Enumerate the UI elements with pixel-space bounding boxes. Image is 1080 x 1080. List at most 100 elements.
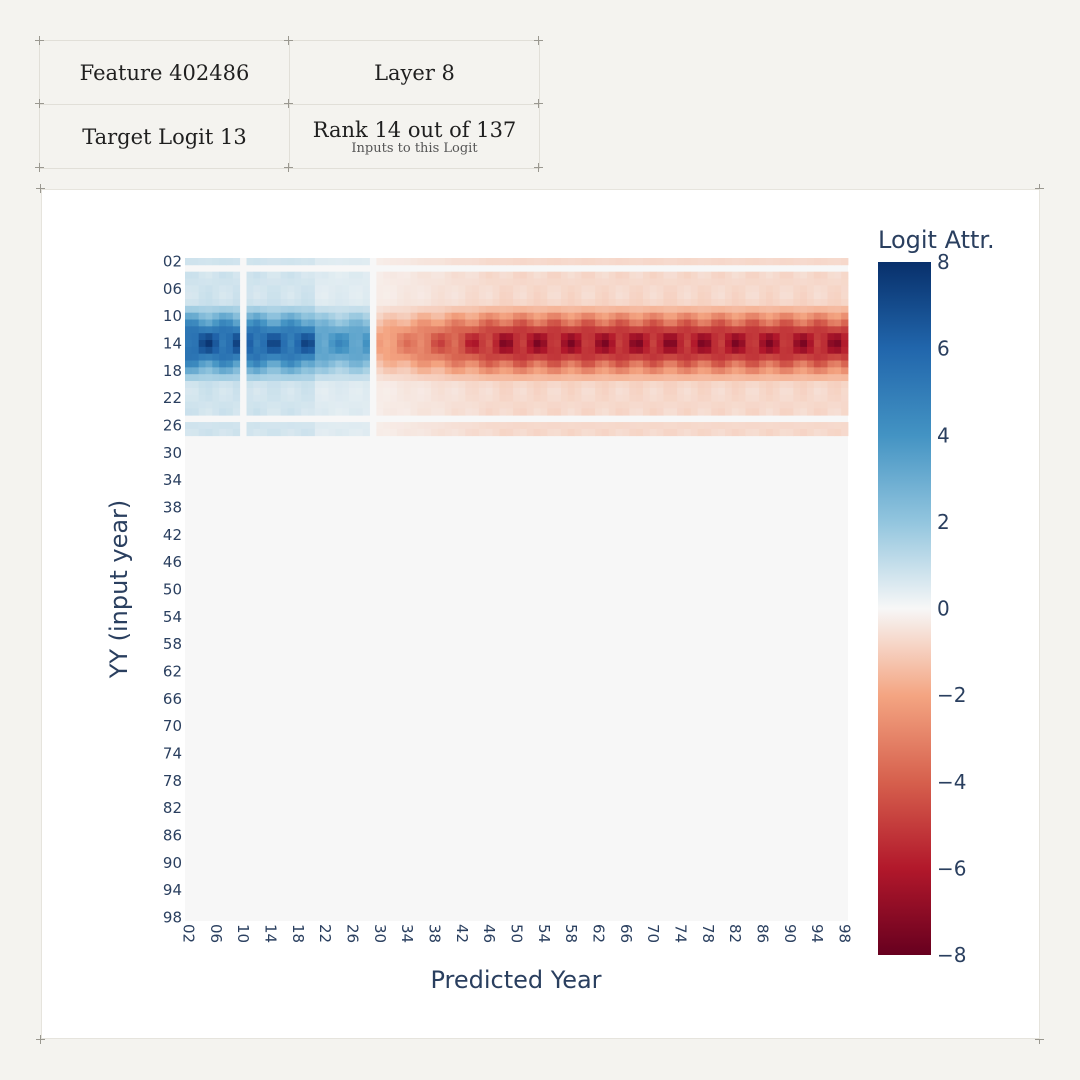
heatmap-cell <box>280 408 288 416</box>
heatmap-cell <box>697 258 705 266</box>
heatmap-cell <box>451 305 459 314</box>
heatmap-cell <box>458 381 466 389</box>
heatmap-cell <box>615 285 623 293</box>
heatmap-cell <box>554 353 562 361</box>
heatmap-cell <box>526 381 534 389</box>
y-tick-label: 18 <box>163 362 182 380</box>
heatmap-cell <box>383 346 391 355</box>
heatmap-cell <box>649 271 658 279</box>
heatmap-cell <box>472 292 480 300</box>
heatmap-cell <box>308 367 316 375</box>
heatmap-cell <box>390 401 398 409</box>
heatmap-cell <box>765 387 774 396</box>
heatmap-cell <box>642 381 651 389</box>
heatmap-cell <box>820 346 828 355</box>
heatmap-cell <box>813 428 822 437</box>
heatmap-cell <box>478 340 487 348</box>
heatmap-cell <box>588 360 596 368</box>
heatmap-cell <box>793 319 801 327</box>
heatmap-cell <box>540 278 548 286</box>
heatmap-cell <box>472 278 480 286</box>
heatmap-cell <box>738 367 746 375</box>
heatmap-cell <box>437 305 446 314</box>
heatmap-cell <box>273 360 282 368</box>
heatmap-cell <box>410 271 418 279</box>
heatmap-cell <box>820 333 828 341</box>
heatmap-cell <box>540 305 548 314</box>
heatmap-cell <box>711 381 719 389</box>
heatmap-cell <box>212 319 220 327</box>
heatmap-cell <box>704 333 712 341</box>
heatmap-cell <box>697 387 705 396</box>
heatmap-cell <box>219 319 227 327</box>
heatmap-cell <box>396 305 405 314</box>
heatmap-cell <box>444 360 452 368</box>
heatmap-cell <box>547 312 555 320</box>
heatmap-cell <box>219 278 227 286</box>
heatmap-cell <box>779 326 787 334</box>
heatmap-cell <box>772 381 781 389</box>
heatmap-cell <box>540 271 548 279</box>
heatmap-cell <box>786 428 794 437</box>
heatmap-cell <box>738 305 746 314</box>
heatmap-cell <box>724 401 733 409</box>
heatmap-cell <box>731 258 740 266</box>
heatmap-cell <box>772 299 781 307</box>
heatmap-cell <box>424 312 432 320</box>
heatmap-cell <box>499 340 507 348</box>
heatmap-cell <box>765 305 774 314</box>
heatmap-cell <box>396 326 405 334</box>
heatmap-cell <box>813 292 822 300</box>
heatmap-cell <box>328 394 336 402</box>
heatmap-cell <box>636 353 644 361</box>
heatmap-cell <box>649 422 658 430</box>
heatmap-cell <box>301 299 309 307</box>
heatmap-cell <box>314 319 323 327</box>
heatmap-cell <box>813 299 822 307</box>
heatmap-cell <box>827 422 835 430</box>
heatmap-cell <box>711 346 719 355</box>
heatmap-cell <box>205 271 213 279</box>
heatmap-cell <box>267 258 275 266</box>
heatmap-cell <box>328 346 336 355</box>
heatmap-cell <box>451 278 459 286</box>
heatmap-cell <box>294 367 302 375</box>
heatmap-cell <box>417 292 425 300</box>
heatmap-cell <box>349 394 357 402</box>
heatmap-cell <box>724 394 733 402</box>
heatmap-cell <box>485 285 493 293</box>
heatmap-cell <box>629 394 637 402</box>
x-tick-label: 94 <box>808 924 826 943</box>
heatmap-cell <box>417 422 425 430</box>
heatmap-cell <box>711 285 719 293</box>
heatmap-cell <box>492 401 500 409</box>
heatmap-cell <box>656 319 664 327</box>
heatmap-cell <box>540 367 548 375</box>
heatmap-cell <box>540 381 548 389</box>
heatmap-cell <box>513 346 521 355</box>
heatmap-cell <box>560 394 569 402</box>
heatmap-cell <box>287 292 295 300</box>
heatmap-cell <box>636 394 644 402</box>
heatmap-cell <box>226 374 234 382</box>
heatmap-cell <box>540 299 548 307</box>
heatmap-cell <box>704 340 712 348</box>
heatmap-cell <box>185 333 193 341</box>
heatmap-cell <box>786 285 794 293</box>
heatmap-cell <box>677 381 685 389</box>
heatmap-cell <box>390 312 398 320</box>
heatmap-cell <box>608 394 617 402</box>
heatmap-cell <box>198 408 206 416</box>
heatmap-cell <box>745 299 753 307</box>
heatmap-cell <box>246 299 254 307</box>
heatmap-cell <box>765 381 774 389</box>
heatmap-cell <box>499 299 507 307</box>
heatmap-cell <box>499 367 507 375</box>
heatmap-cell <box>410 353 418 361</box>
heatmap-cell <box>588 326 596 334</box>
heatmap-cell <box>765 353 774 361</box>
heatmap-cell <box>335 401 343 409</box>
heatmap-cell <box>588 319 596 327</box>
heatmap-cell <box>800 360 808 368</box>
heatmap-cell <box>253 401 261 409</box>
